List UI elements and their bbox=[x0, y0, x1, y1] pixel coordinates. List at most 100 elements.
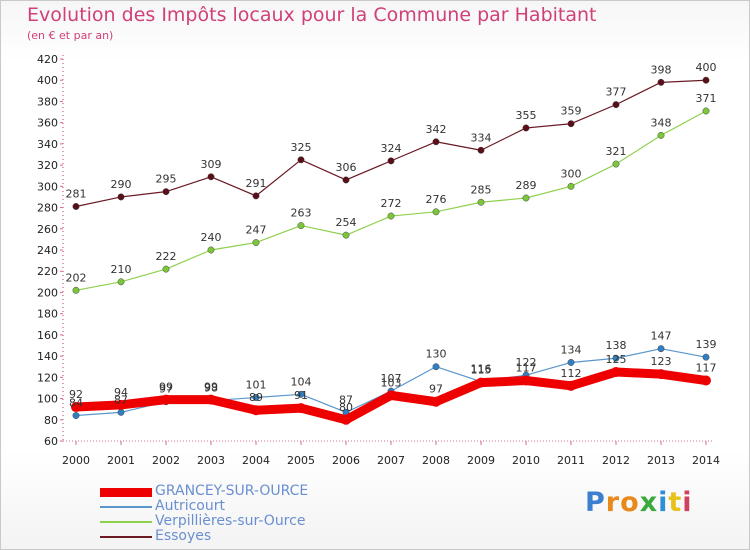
data-point-essoyes bbox=[387, 157, 395, 165]
y-tick-label: 200 bbox=[37, 286, 58, 299]
y-tick-label: 100 bbox=[37, 393, 58, 406]
data-point-grancey-sur-ource bbox=[296, 403, 306, 414]
legend-label: Autricourt bbox=[155, 498, 225, 514]
data-label-essoyes: 309 bbox=[201, 158, 222, 171]
data-label-essoyes: 398 bbox=[651, 63, 672, 76]
logo-letter: o bbox=[620, 487, 640, 518]
data-point-verpilli-res-sur-ource bbox=[612, 160, 620, 168]
data-label-grancey-sur-ource: 125 bbox=[606, 353, 627, 366]
data-label-autricourt: 130 bbox=[426, 348, 447, 361]
legend-label: GRANCEY-SUR-OURCE bbox=[155, 483, 309, 499]
data-point-autricourt bbox=[567, 359, 575, 366]
data-label-verpilli-res-sur-ource: 254 bbox=[336, 216, 357, 229]
data-label-autricourt: 98 bbox=[204, 382, 218, 395]
data-point-verpilli-res-sur-ource bbox=[342, 231, 350, 239]
x-tick-label: 2010 bbox=[512, 454, 540, 467]
legend-swatch bbox=[100, 521, 152, 523]
legend-label: Essoyes bbox=[155, 528, 212, 544]
x-tick-label: 2000 bbox=[62, 454, 90, 467]
data-point-autricourt bbox=[252, 394, 260, 401]
data-point-essoyes bbox=[567, 120, 575, 128]
data-label-autricourt: 84 bbox=[69, 397, 83, 410]
y-tick-label: 120 bbox=[37, 371, 58, 384]
data-point-essoyes bbox=[207, 173, 215, 181]
data-label-verpilli-res-sur-ource: 348 bbox=[651, 116, 672, 129]
x-tick-label: 2013 bbox=[647, 454, 675, 467]
data-point-verpilli-res-sur-ource bbox=[162, 265, 170, 273]
y-tick-label: 160 bbox=[37, 329, 58, 342]
data-point-autricourt bbox=[72, 412, 80, 419]
data-label-verpilli-res-sur-ource: 202 bbox=[66, 271, 87, 284]
data-point-grancey-sur-ource bbox=[476, 377, 486, 388]
data-label-essoyes: 400 bbox=[696, 61, 717, 74]
x-tick-label: 2003 bbox=[197, 454, 225, 467]
data-label-grancey-sur-ource: 103 bbox=[381, 376, 402, 389]
y-tick-label: 260 bbox=[37, 223, 58, 236]
data-label-essoyes: 325 bbox=[291, 141, 312, 154]
data-label-grancey-sur-ource: 117 bbox=[696, 362, 717, 375]
data-labels: 281 290 295 309 291 325 306 324 342 334 355 359 377 3… bbox=[66, 61, 717, 414]
chart-title: Evolution des Impôts locaux pour la Comm… bbox=[27, 4, 597, 26]
data-label-verpilli-res-sur-ource: 285 bbox=[471, 183, 492, 196]
data-point-grancey-sur-ource bbox=[161, 394, 171, 405]
y-tick-label: 400 bbox=[37, 74, 58, 87]
data-label-verpilli-res-sur-ource: 210 bbox=[111, 263, 132, 276]
y-tick-label: 240 bbox=[37, 244, 58, 257]
legend-swatch bbox=[100, 506, 152, 508]
data-label-essoyes: 306 bbox=[336, 161, 357, 174]
data-point-verpilli-res-sur-ource bbox=[567, 182, 575, 190]
x-tick-label: 2005 bbox=[287, 454, 315, 467]
x-tick-label: 2001 bbox=[107, 454, 135, 467]
data-label-essoyes: 281 bbox=[66, 187, 87, 200]
y-tick-label: 360 bbox=[37, 117, 58, 130]
y-tick-label: 140 bbox=[37, 350, 58, 363]
data-point-essoyes bbox=[162, 188, 170, 196]
x-tick-label: 2002 bbox=[152, 454, 180, 467]
data-label-verpilli-res-sur-ource: 371 bbox=[696, 92, 717, 105]
data-point-verpilli-res-sur-ource bbox=[387, 212, 395, 220]
data-label-verpilli-res-sur-ource: 272 bbox=[381, 197, 402, 210]
x-tick-label: 2014 bbox=[692, 454, 720, 467]
data-point-verpilli-res-sur-ource bbox=[702, 107, 710, 115]
data-point-autricourt bbox=[117, 408, 125, 416]
data-point-grancey-sur-ource bbox=[116, 399, 126, 410]
y-tick-label: 60 bbox=[44, 435, 58, 448]
data-label-grancey-sur-ource: 112 bbox=[561, 367, 582, 380]
data-point-essoyes bbox=[522, 124, 530, 132]
data-point-verpilli-res-sur-ource bbox=[252, 239, 260, 247]
y-tick-label: 80 bbox=[44, 414, 58, 427]
data-point-grancey-sur-ource bbox=[611, 367, 621, 378]
proxiti-logo: Proxiti bbox=[585, 487, 693, 518]
data-point-verpilli-res-sur-ource bbox=[657, 131, 665, 139]
data-label-essoyes: 295 bbox=[156, 173, 177, 186]
data-label-autricourt: 122 bbox=[516, 356, 537, 369]
y-tick-label: 320 bbox=[37, 159, 58, 172]
data-point-verpilli-res-sur-ource bbox=[477, 198, 485, 206]
data-point-autricourt bbox=[612, 354, 620, 362]
data-label-grancey-sur-ource: 80 bbox=[339, 401, 353, 414]
data-label-grancey-sur-ource: 99 bbox=[159, 381, 173, 394]
x-tick-label: 2004 bbox=[242, 454, 270, 467]
data-label-verpilli-res-sur-ource: 289 bbox=[516, 179, 537, 192]
data-label-autricourt: 138 bbox=[606, 339, 627, 352]
data-label-essoyes: 291 bbox=[246, 177, 267, 190]
data-point-verpilli-res-sur-ource bbox=[207, 246, 215, 254]
data-label-grancey-sur-ource: 117 bbox=[516, 362, 537, 375]
data-label-grancey-sur-ource: 115 bbox=[471, 364, 492, 377]
data-label-autricourt: 107 bbox=[381, 372, 402, 385]
series-layer bbox=[71, 76, 711, 425]
data-point-grancey-sur-ource bbox=[251, 405, 261, 416]
data-point-grancey-sur-ource bbox=[701, 375, 711, 386]
x-tick-label: 2012 bbox=[602, 454, 630, 467]
x-tick-label: 2008 bbox=[422, 454, 450, 467]
data-label-grancey-sur-ource: 94 bbox=[114, 386, 128, 399]
logo-letter: P bbox=[585, 487, 606, 518]
x-tick-label: 2007 bbox=[377, 454, 405, 467]
data-point-grancey-sur-ource bbox=[341, 414, 351, 425]
data-point-essoyes bbox=[342, 176, 350, 184]
data-label-grancey-sur-ource: 89 bbox=[249, 391, 263, 404]
y-tick-label: 380 bbox=[37, 95, 58, 108]
data-label-grancey-sur-ource: 123 bbox=[651, 355, 672, 368]
data-point-verpilli-res-sur-ource bbox=[72, 286, 80, 294]
